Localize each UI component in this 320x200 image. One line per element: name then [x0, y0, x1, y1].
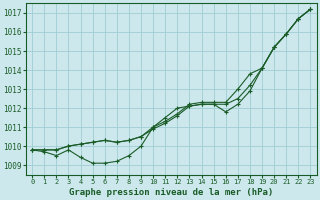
X-axis label: Graphe pression niveau de la mer (hPa): Graphe pression niveau de la mer (hPa) [69, 188, 274, 197]
